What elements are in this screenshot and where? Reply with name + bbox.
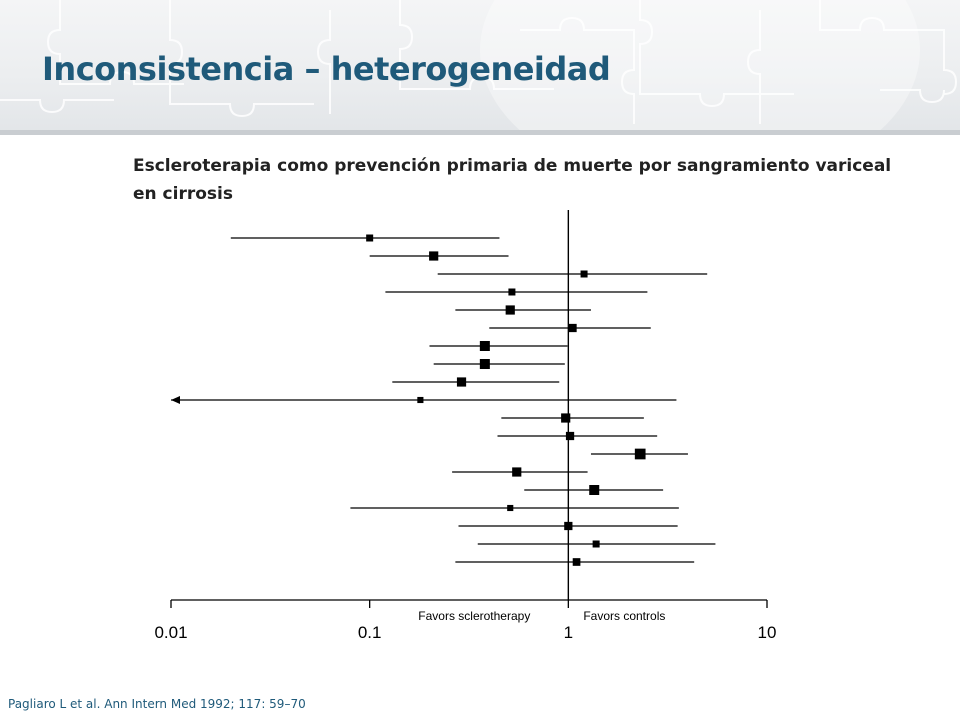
favors-sclerotherapy-label: Favors sclerotherapy (418, 609, 530, 623)
study-estimate-square (512, 467, 522, 477)
study-estimate-square (589, 485, 600, 495)
study-estimate-square (634, 448, 646, 460)
x-tick-label: 10 (758, 623, 777, 642)
x-tick-label: 0.01 (154, 623, 187, 642)
study-estimate-square (580, 270, 588, 278)
study-estimate-square (561, 413, 571, 423)
truncation-arrow (171, 396, 180, 404)
favors-controls-label: Favors controls (583, 609, 665, 623)
study-estimate-square (429, 251, 439, 261)
study-estimate-square (505, 305, 515, 315)
study-estimate-square (479, 341, 490, 351)
x-tick-label: 0.1 (358, 623, 382, 642)
study-estimate-square (572, 558, 581, 566)
study-estimate-square (479, 359, 490, 369)
forest-plot: 0.01 0.1 1 10 Favors sclerotherapy Favors con… (154, 210, 777, 642)
study-estimate-square (366, 234, 374, 242)
study-estimate-square (508, 288, 516, 296)
study-estimate-square (565, 431, 575, 441)
study-estimate-square (592, 540, 600, 548)
study-estimate-square (456, 377, 467, 387)
study-estimate-square (507, 504, 514, 512)
puzzle-background (0, 0, 960, 135)
slide-title: Inconsistencia – heterogeneidad (42, 50, 611, 88)
chart-subtitle: Escleroterapia como prevención primaria … (133, 156, 892, 204)
study-estimate-square (417, 396, 424, 404)
title-banner: Inconsistencia – heterogeneidad (0, 0, 960, 135)
study-estimate-square (564, 521, 573, 531)
citation: Pagliaro L et al. Ann Intern Med 1992; 1… (8, 697, 306, 711)
study-estimate-square (568, 323, 577, 333)
x-tick-label: 1 (564, 623, 573, 642)
